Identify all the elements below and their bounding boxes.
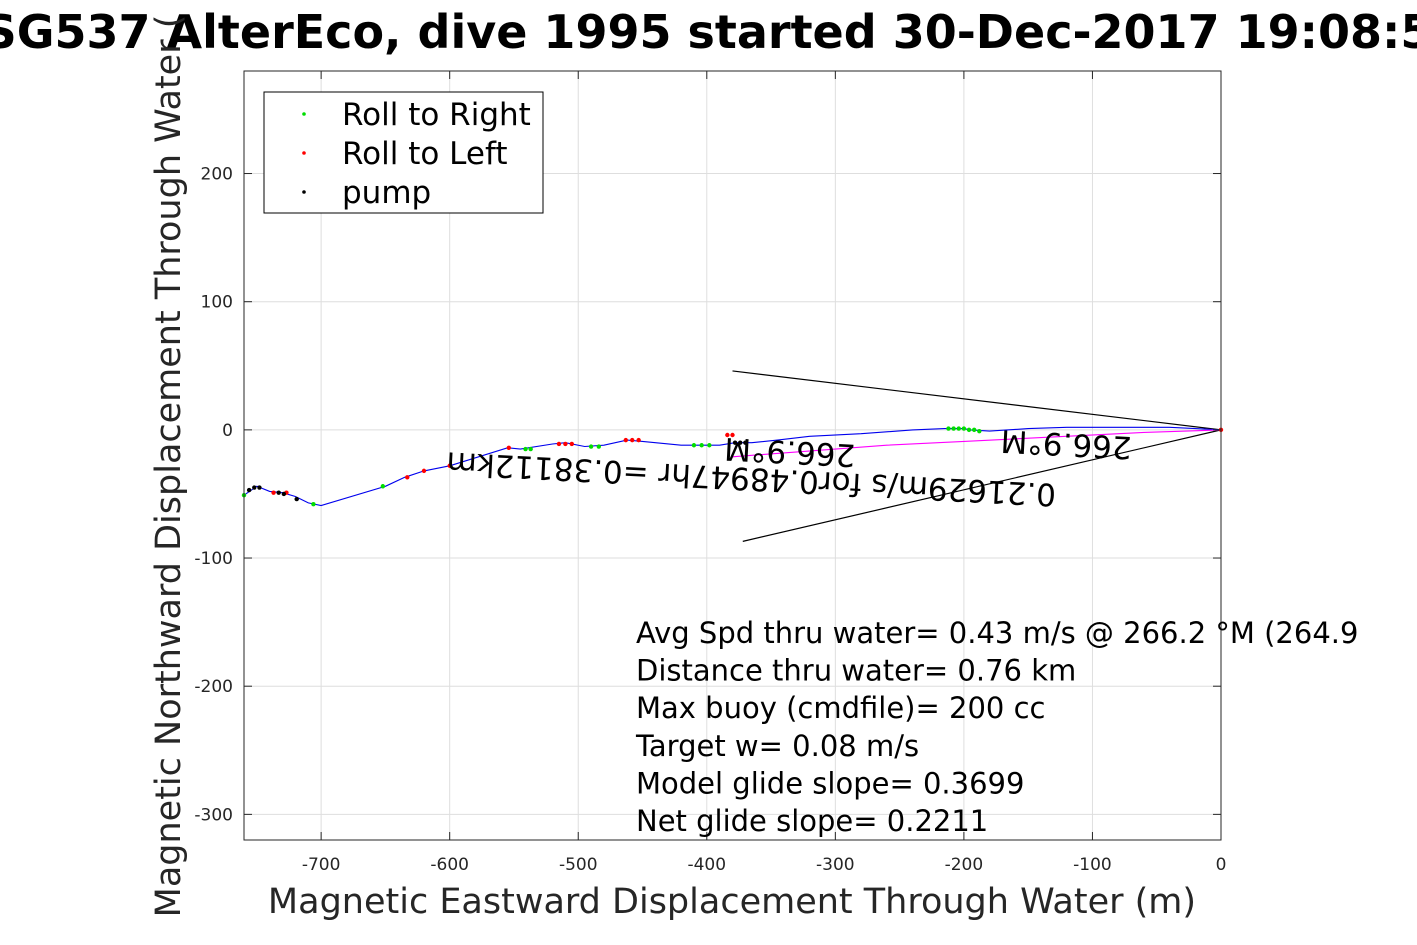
y-tick-label: 100 bbox=[201, 293, 233, 313]
point-roll-to-right bbox=[961, 426, 967, 431]
point-roll-to-left bbox=[405, 475, 410, 480]
legend-marker bbox=[302, 190, 306, 194]
y-tick-label: -200 bbox=[194, 677, 233, 697]
legend-label: Roll to Right bbox=[342, 97, 531, 133]
point-roll-to-right bbox=[596, 444, 602, 449]
point-pump bbox=[246, 487, 252, 493]
point-roll-to-right bbox=[707, 443, 712, 448]
point-pump bbox=[732, 440, 738, 445]
point-roll-to-right bbox=[380, 484, 386, 489]
point-roll-to-right bbox=[946, 426, 951, 431]
point-pump bbox=[294, 496, 299, 502]
series-line-heading bbox=[732, 429, 1222, 458]
point-roll-to-left bbox=[730, 432, 735, 438]
point-roll-to-right bbox=[951, 426, 956, 431]
point-roll-to-right bbox=[588, 444, 594, 449]
x-tick-label: -300 bbox=[816, 855, 855, 875]
reference-line bbox=[732, 370, 1222, 431]
x-tick-label: -200 bbox=[945, 855, 984, 875]
point-pump bbox=[252, 485, 257, 490]
y-tick-label: -100 bbox=[194, 549, 233, 569]
legend-marker bbox=[302, 112, 306, 116]
annotation-line: Target w= 0.08 m/s bbox=[635, 729, 919, 763]
point-roll-to-left bbox=[447, 463, 452, 468]
x-tick-label: -400 bbox=[687, 855, 726, 875]
point-roll-to-right bbox=[971, 427, 977, 433]
reference-line bbox=[742, 429, 1222, 542]
point-roll-to-left bbox=[623, 437, 629, 443]
point-roll-to-left bbox=[725, 432, 730, 438]
x-tick-label: -600 bbox=[430, 855, 469, 875]
point-roll-to-left bbox=[636, 437, 641, 443]
point-roll-to-left bbox=[556, 441, 562, 447]
point-roll-to-right bbox=[523, 446, 528, 452]
y-axis-label: Magnetic Northward Displacement Through … bbox=[149, 15, 189, 918]
axes: -700 -600 -500 -400 -300 -200 -100 0 200 100 0 -100… bbox=[194, 70, 1227, 875]
y-tick-label: 0 bbox=[222, 421, 233, 441]
annotation-line: Net glide slope= 0.2211 bbox=[636, 804, 988, 838]
point-roll-to-right bbox=[691, 443, 697, 448]
x-tick-label: -500 bbox=[559, 855, 598, 875]
point-roll-to-right bbox=[977, 428, 982, 434]
legend-label: pump bbox=[342, 175, 431, 211]
point-roll-to-left bbox=[630, 437, 635, 443]
x-tick-label: -100 bbox=[1073, 855, 1112, 875]
annotations: Avg Spd thru water= 0.43 m/s @ 266.2 °M … bbox=[635, 616, 1358, 838]
point-roll-to-left bbox=[421, 468, 427, 474]
point-roll-to-right bbox=[699, 443, 704, 448]
x-tick-label: 0 bbox=[1216, 855, 1227, 875]
heading-label: 266.9°M bbox=[1000, 422, 1133, 465]
series-group bbox=[241, 370, 1224, 542]
legend-marker bbox=[302, 151, 306, 155]
point-roll-to-right bbox=[966, 427, 972, 433]
point-roll-to-left bbox=[563, 441, 568, 447]
legend-box bbox=[263, 91, 544, 214]
y-tick-label: 200 bbox=[201, 165, 233, 185]
point-roll-to-right bbox=[311, 502, 316, 507]
plot-frame bbox=[243, 70, 1222, 841]
point-pump bbox=[743, 440, 748, 445]
legend-label: Roll to Left bbox=[342, 136, 508, 172]
point-pump bbox=[276, 490, 281, 495]
x-axis-label: Magnetic Eastward Displacement Through W… bbox=[268, 882, 1196, 922]
y-tick-label: -300 bbox=[194, 805, 233, 825]
point-pump bbox=[257, 485, 262, 490]
annotation-line: Model glide slope= 0.3699 bbox=[636, 766, 1024, 800]
point-roll-to-right bbox=[528, 446, 533, 452]
annotation-line: Max buoy (cmdfile)= 200 cc bbox=[636, 691, 1045, 725]
point-roll-to-left bbox=[271, 490, 276, 495]
x-tick-label: -700 bbox=[302, 855, 341, 875]
heading-label: 266.9°M bbox=[723, 430, 856, 473]
point-pump bbox=[738, 440, 743, 445]
annotation-line: Avg Spd thru water= 0.43 m/s @ 266.2 °M … bbox=[636, 616, 1358, 650]
point-roll-to-left bbox=[506, 445, 512, 451]
chart-title: SG537 AlterEco, dive 1995 started 30-Dec… bbox=[0, 5, 1417, 59]
point-roll-to-left bbox=[569, 441, 575, 447]
annotation-line: Distance thru water= 0.76 km bbox=[636, 654, 1076, 688]
point-pump bbox=[281, 491, 287, 497]
point-roll-to-right bbox=[956, 426, 961, 431]
